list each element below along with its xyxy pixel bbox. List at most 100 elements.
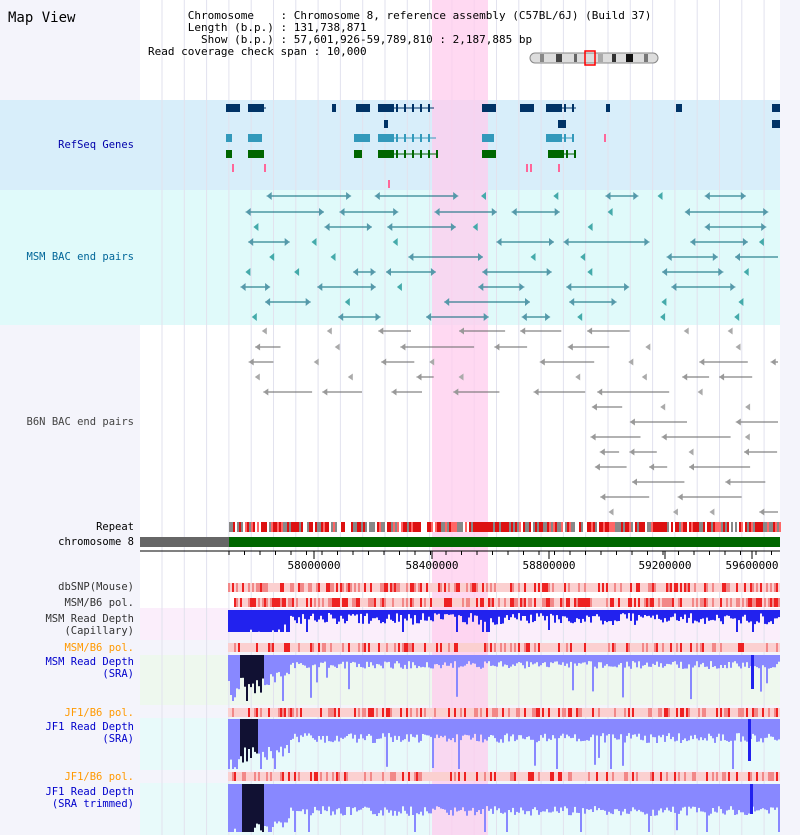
msm-depth-bar <box>452 655 454 668</box>
repeat-segment <box>779 522 781 532</box>
msm-pol-segment <box>454 598 456 607</box>
track-label-msm-depth-sra[interactable]: MSM Read Depth (SRA) <box>45 656 134 680</box>
repeat-segment <box>663 522 665 532</box>
jf1-pol-segment <box>286 708 288 717</box>
msm-depth-bar <box>412 655 414 663</box>
track-label-refseq[interactable]: RefSeq Genes <box>58 139 134 151</box>
bac-end-marker <box>689 463 694 471</box>
gene-exon <box>420 150 422 158</box>
jf1-pol2-segment <box>348 772 350 781</box>
jf1-depth-bar <box>392 719 394 742</box>
jf1-depth-bar <box>600 719 602 737</box>
jf1-pol-segment <box>320 708 322 717</box>
jf1-pol2-segment <box>760 772 762 781</box>
capillary-depth-bar <box>470 610 472 614</box>
dbsnp-segment <box>524 583 526 592</box>
dbsnp-segment <box>520 583 522 592</box>
track-label-jf1-pol-1[interactable]: JF1/B6 pol. <box>64 707 134 719</box>
jf1-trim-depth-bar <box>394 784 396 811</box>
jf1-pol2-segment <box>498 772 500 781</box>
jf1-pol2-segment <box>744 772 746 781</box>
repeat-segment <box>461 522 463 532</box>
capillary-depth-bar <box>316 610 318 622</box>
jf1-pol2-segment <box>372 772 374 781</box>
jf1-trim-depth-bar <box>458 784 460 811</box>
jf1-trim-depth-bar <box>464 784 466 812</box>
msm-pol2-segment <box>748 643 750 652</box>
repeat-segment <box>361 522 363 532</box>
jf1-trim-depth-bar <box>634 784 636 810</box>
msm-pol-segment <box>600 598 602 607</box>
dbsnp-segment <box>438 583 440 592</box>
repeat-segment <box>253 522 255 532</box>
msm-depth-bar <box>766 655 768 684</box>
track-label-chromosome[interactable]: chromosome 8 <box>58 536 134 548</box>
jf1-depth-bar <box>704 719 706 739</box>
jf1-depth-bar <box>636 719 638 737</box>
jf1-depth-bar <box>596 719 598 736</box>
track-label-b6n-bac[interactable]: B6N BAC end pairs <box>26 416 134 428</box>
jf1-depth-bar <box>658 719 660 736</box>
dbsnp-segment <box>442 583 444 592</box>
dbsnp-segment <box>762 583 764 592</box>
track-label-msm-pol-2[interactable]: MSM/B6 pol. <box>64 642 134 654</box>
capillary-depth-bar <box>542 610 544 616</box>
msm-pol2-segment <box>600 643 602 652</box>
msm-pol2-segment <box>628 643 630 652</box>
jf1-pol2-segment <box>728 772 730 781</box>
track-label-jf1-depth-trimmed[interactable]: JF1 Read Depth (SRA trimmed) <box>45 786 134 810</box>
jf1-trim-depth-bar <box>274 784 276 822</box>
dbsnp-segment <box>478 583 480 592</box>
capillary-depth-bar <box>356 610 358 615</box>
bac-end-marker <box>745 403 751 411</box>
msm-pol-segment <box>542 598 544 607</box>
jf1-pol-segment <box>262 708 264 717</box>
jf1-trim-depth-bar <box>550 784 552 813</box>
jf1-pol-segment <box>276 708 278 717</box>
track-label-jf1-pol-2[interactable]: JF1/B6 pol. <box>64 771 134 783</box>
jf1-depth-bar <box>368 719 370 734</box>
dbsnp-segment <box>362 583 364 592</box>
jf1-depth-bar <box>378 719 380 739</box>
repeat-segment <box>685 522 687 532</box>
track-label-msm-depth-capillary[interactable]: MSM Read Depth (Capillary) <box>45 613 134 637</box>
capillary-depth-bar <box>670 610 672 618</box>
jf1-depth-bar <box>624 719 626 743</box>
jf1-pol-segment <box>764 708 766 717</box>
track-label-msm-pol-1[interactable]: MSM/B6 pol. <box>64 597 134 609</box>
track-label-dbsnp[interactable]: dbSNP(Mouse) <box>58 581 134 593</box>
dbsnp-segment <box>508 583 510 592</box>
jf1-pol2-segment <box>402 772 404 781</box>
bac-end-marker <box>566 283 572 291</box>
msm-depth-bar <box>586 655 588 665</box>
msm-pol2-segment <box>494 643 496 652</box>
capillary-depth-bar <box>764 610 766 624</box>
track-label-repeat[interactable]: Repeat <box>96 521 134 533</box>
msm-pol-segment <box>314 598 316 607</box>
jf1-trim-depth-bar <box>410 784 412 807</box>
msm-depth-bar <box>616 655 618 668</box>
dbsnp-segment <box>342 583 344 592</box>
repeat-segment <box>571 522 573 532</box>
dbsnp-segment <box>378 583 380 592</box>
msm-pol-segment <box>756 598 758 607</box>
jf1-depth-bar <box>566 719 568 735</box>
bac-end-marker <box>366 223 372 231</box>
capillary-depth-bar <box>376 610 378 618</box>
msm-pol-segment <box>758 598 760 607</box>
repeat-segment <box>631 522 633 532</box>
jf1-pol-segment <box>686 708 688 717</box>
jf1-depth-bar <box>494 719 496 739</box>
capillary-depth-bar <box>324 610 326 623</box>
jf1-trim-depth-bar <box>306 784 308 810</box>
capillary-depth-bar <box>406 610 408 621</box>
repeat-segment <box>753 522 755 532</box>
bac-end-marker <box>311 238 317 246</box>
track-label-jf1-depth-sra[interactable]: JF1 Read Depth (SRA) <box>45 721 134 745</box>
msm-pol-segment <box>462 598 464 607</box>
jf1-pol2-segment <box>686 772 688 781</box>
dbsnp-segment <box>424 583 426 592</box>
track-label-msm-bac[interactable]: MSM BAC end pairs <box>26 251 134 263</box>
msm-depth-bar <box>590 655 592 662</box>
